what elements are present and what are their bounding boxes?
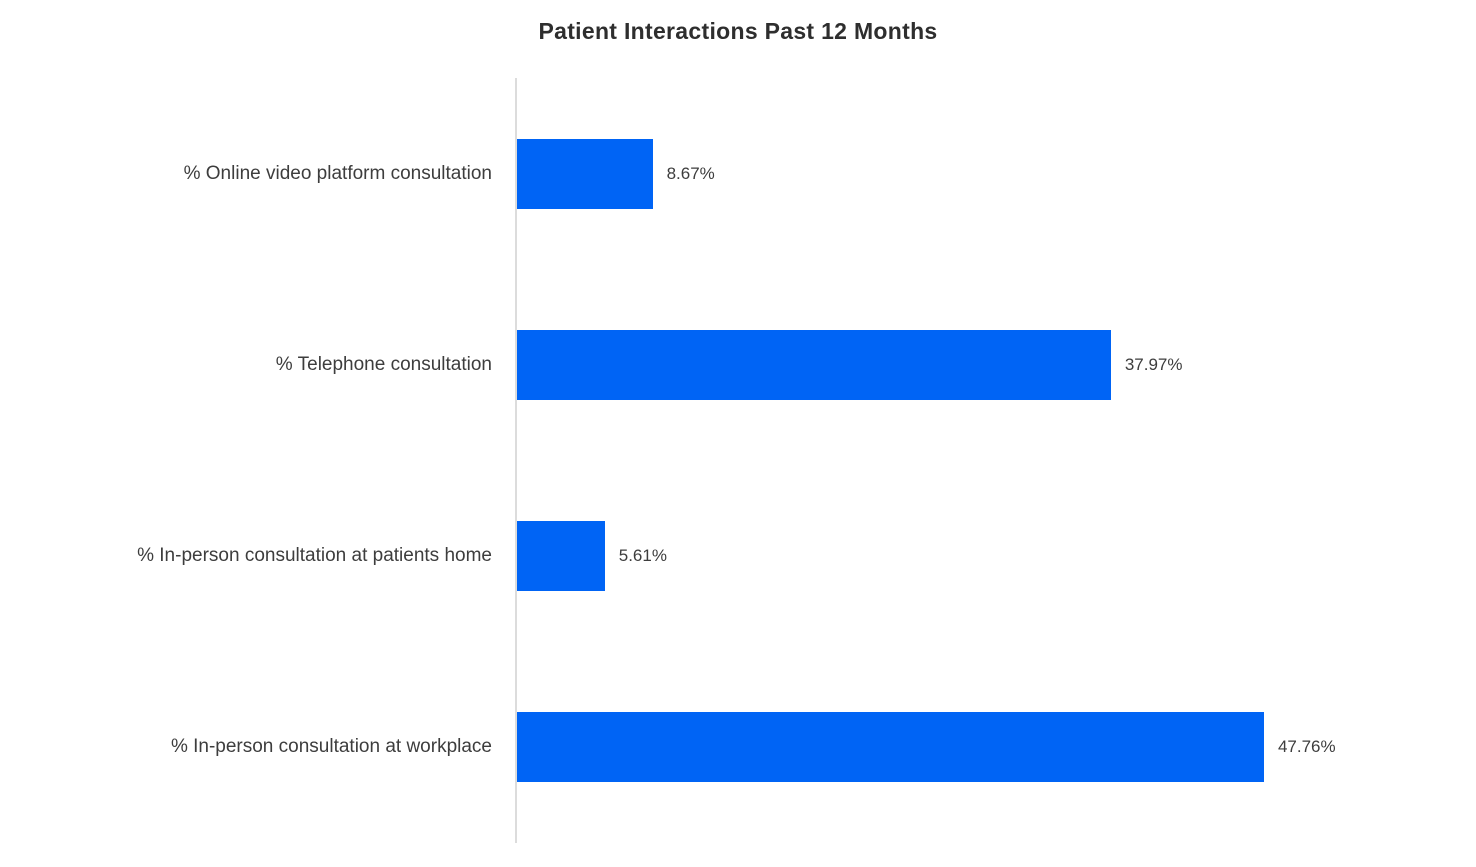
value-label: 8.67% [666,163,715,183]
bar-track: 5.61% [515,521,1476,592]
value-label: 5.61% [618,546,667,566]
category-label: % Telephone consultation [275,353,492,375]
bar-track: 8.67% [515,138,1476,209]
bar-row-inperson-home: % In-person consultation at patients hom… [0,461,1476,652]
bar-row-online-video: % Online video platform consultation 8.6… [0,78,1476,269]
category-label: % In-person consultation at workplace [170,736,492,758]
category-label: % Online video platform consultation [183,162,492,184]
bar [517,138,653,209]
bar [517,712,1264,783]
bar-row-inperson-workplace: % In-person consultation at workplace 47… [0,652,1476,843]
plot-area: % Online video platform consultation 8.6… [0,78,1476,843]
bar-track: 37.97% [515,329,1476,400]
value-label: 47.76% [1277,737,1336,757]
bar-row-telephone: % Telephone consultation 37.97% [0,269,1476,460]
y-axis-line [515,78,517,843]
chart-title: Patient Interactions Past 12 Months [538,18,938,44]
category-label: % In-person consultation at patients hom… [137,545,492,567]
bar [517,329,1111,400]
value-label: 37.97% [1124,354,1183,374]
bar [517,521,605,592]
bar-track: 47.76% [515,712,1476,783]
